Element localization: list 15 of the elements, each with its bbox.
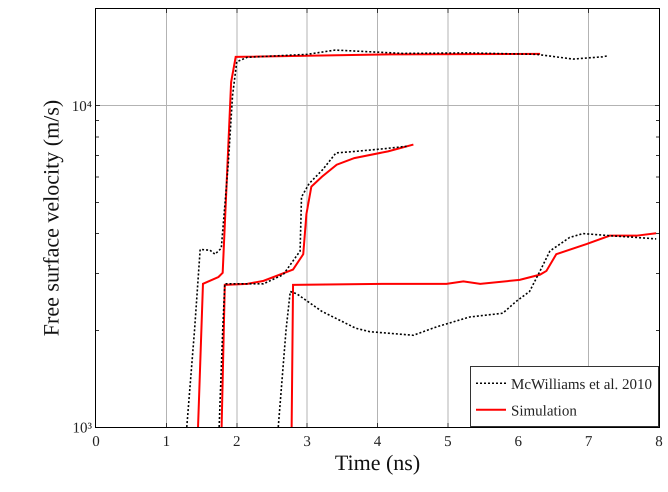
x-axis-title: Time (ns) — [334, 450, 420, 475]
x-tick-label: 4 — [374, 434, 382, 450]
x-tick-label: 0 — [92, 434, 100, 450]
legend-label: McWilliams et al. 2010 — [511, 377, 652, 394]
y-axis-title: Free surface velocity (m/s) — [38, 100, 64, 336]
legend-label: Simulation — [511, 404, 578, 420]
x-tick-label: 8 — [655, 434, 663, 450]
y-tick-label: 10⁴ — [72, 98, 92, 115]
x-tick-label: 7 — [584, 434, 593, 450]
x-tick-label: 1 — [162, 434, 170, 450]
x-tick-label: 3 — [303, 434, 311, 450]
y-tick-label: 10³ — [72, 420, 92, 436]
x-tick-label: 5 — [444, 434, 452, 450]
x-tick-label: 2 — [233, 434, 240, 450]
x-tick-label: 6 — [514, 434, 522, 450]
